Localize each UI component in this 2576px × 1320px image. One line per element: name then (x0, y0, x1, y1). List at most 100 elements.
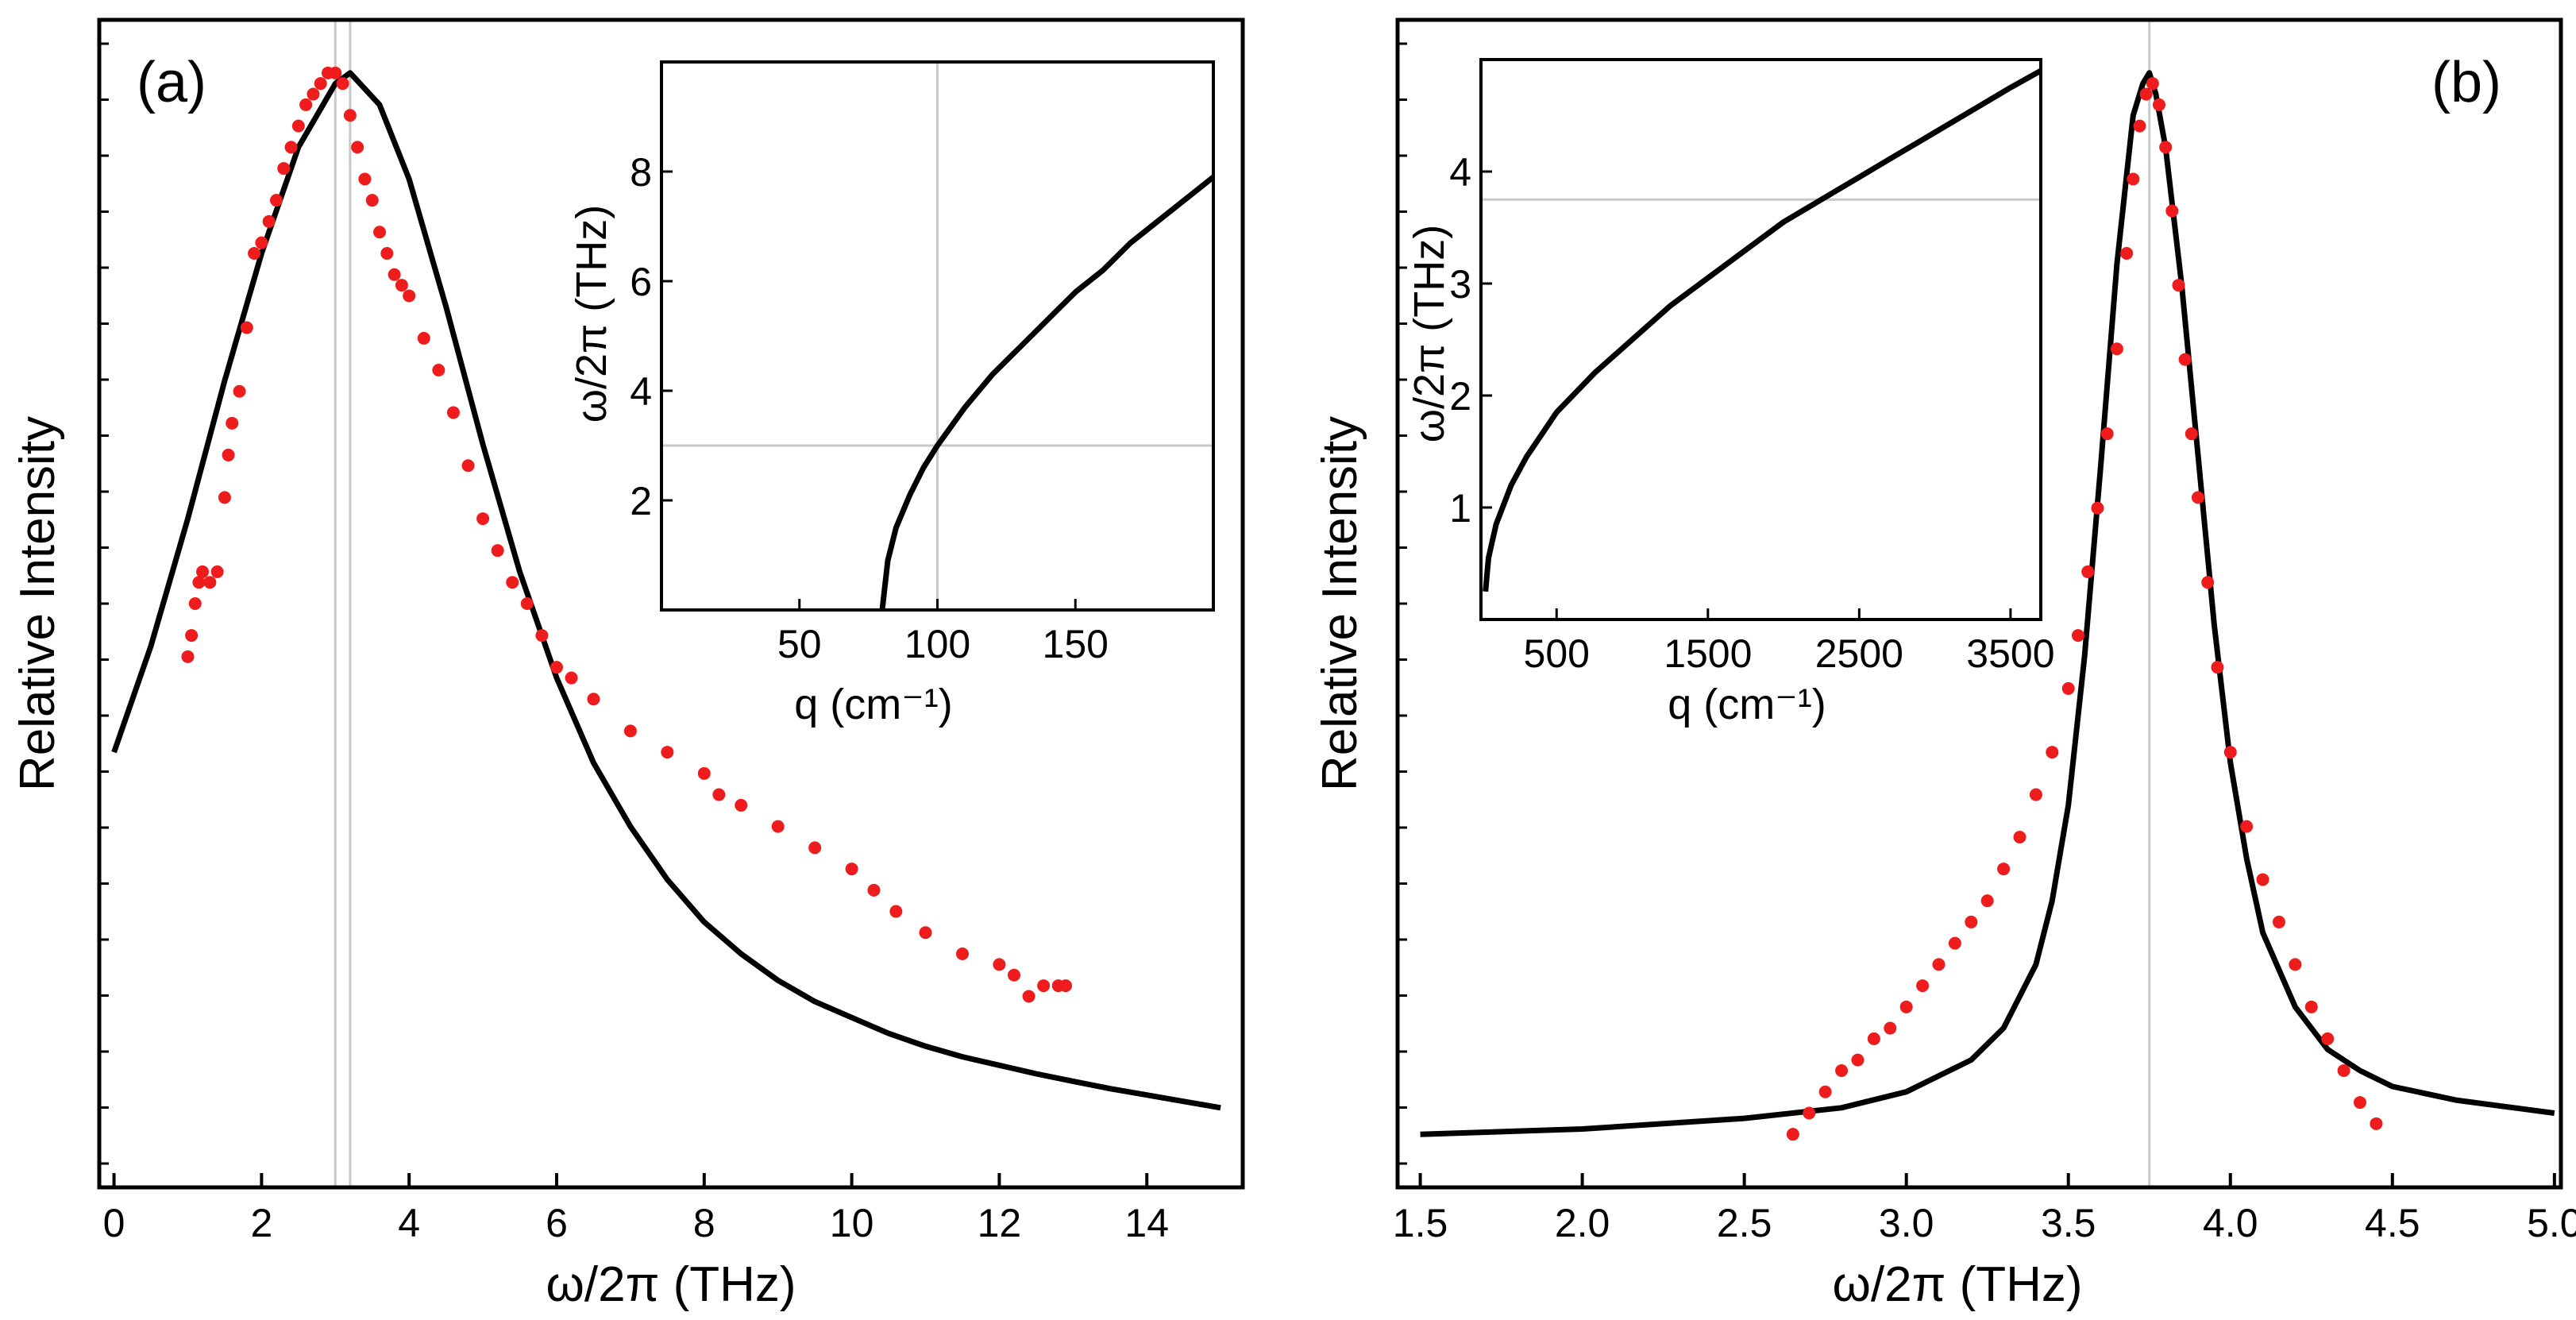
data-point-b (2110, 342, 2123, 356)
data-point-a (1022, 990, 1035, 1003)
data-point-a (262, 214, 276, 228)
data-point-a (808, 841, 822, 855)
inset-y-tick-label-a: 8 (630, 150, 652, 195)
data-point-b (1916, 979, 1930, 993)
x-tick-label-b: 2.0 (1555, 1201, 1610, 1245)
data-point-a (697, 766, 711, 780)
plot-area-b (1420, 20, 2555, 1187)
data-point-b (2081, 565, 2095, 578)
data-point-a (1059, 979, 1073, 993)
data-point-b (1884, 1021, 1897, 1035)
data-point-a (388, 268, 401, 281)
x-tick-label-a: 0 (103, 1201, 125, 1245)
panel-a: 0 2 4 6 8 10 12 14 ω/2π (THz) Relative Intensit… (10, 17, 1245, 1312)
data-point-a (993, 958, 1006, 971)
data-point-b (1867, 1032, 1880, 1045)
data-point-a (188, 597, 202, 610)
data-point-a (476, 512, 490, 526)
inset-y-tick-label-b: 4 (1449, 150, 1471, 195)
data-point-b (2071, 629, 2084, 643)
data-point-b (2165, 204, 2179, 218)
data-point-b (2133, 119, 2146, 133)
data-point-a (240, 321, 253, 334)
inset-x-axis-label-b: q (cm⁻¹) (1668, 681, 1826, 728)
data-point-a (365, 194, 379, 207)
data-point-b (2159, 141, 2173, 154)
x-tick-label-a: 8 (693, 1201, 715, 1245)
data-point-a (380, 247, 394, 260)
inset-x-tick-label-a: 50 (777, 622, 822, 666)
x-tick-label-a: 6 (546, 1201, 568, 1245)
x-tick-label-a: 10 (830, 1201, 874, 1245)
data-point-a (520, 597, 534, 610)
data-point-a (403, 289, 416, 303)
data-point-a (845, 863, 858, 876)
data-point-a (1008, 968, 1020, 982)
data-point-a (248, 247, 261, 260)
data-point-a (269, 194, 283, 207)
inset-y-axis-label-b: ω/2π (THz) (1406, 225, 1453, 442)
data-point-a (955, 948, 969, 960)
data-point-a (919, 926, 932, 940)
data-point-a (314, 77, 327, 91)
data-point-b (2091, 501, 2104, 515)
data-point-a (185, 629, 199, 643)
data-point-a (203, 576, 217, 589)
inset-dispersion-curve-a (879, 175, 1216, 611)
x-ticks-a: 0 2 4 6 8 10 12 14 (99, 42, 1169, 1245)
inset-y-ticks-a: 2 4 6 8 (630, 150, 673, 523)
data-point-b (1948, 936, 1961, 950)
data-point-a (343, 109, 357, 122)
inset-y-tick-label-b: 3 (1449, 262, 1471, 307)
inset-y-tick-label-b: 2 (1449, 374, 1471, 419)
data-point-a (218, 491, 231, 504)
data-point-b (2172, 279, 2185, 292)
data-point-a (623, 724, 637, 738)
data-point-a (196, 565, 210, 578)
inset-x-ticks-b: 500 1500 2500 3500 (1524, 608, 2055, 676)
data-point-a (461, 459, 475, 473)
data-point-b (2127, 172, 2140, 186)
data-point-a (222, 448, 235, 461)
inset-frame-b (1479, 58, 2042, 621)
data-point-a (446, 406, 460, 419)
y-axis-label-b: Relative Intensity (1313, 416, 1367, 791)
x-tick-label-a: 4 (398, 1201, 420, 1245)
inset-dispersion-curve-b (1483, 68, 2042, 592)
data-point-b (2272, 915, 2285, 928)
data-point-a (506, 576, 519, 589)
inset-x-ticks-a: 50 100 150 (777, 599, 1109, 666)
x-tick-label-a: 2 (250, 1201, 272, 1245)
inset-a: 50 100 150 2 4 6 8 q (cm⁻¹) ω/2π (THz) (568, 60, 1216, 728)
data-point-b (2304, 1000, 2318, 1013)
data-point-a (192, 576, 206, 589)
data-point-b (2061, 681, 2075, 695)
inset-x-tick-label-a: 100 (904, 622, 970, 666)
data-point-a (329, 66, 342, 79)
inset-y-tick-label-b: 1 (1449, 486, 1471, 531)
x-axis-label-a: ω/2π (THz) (546, 1257, 796, 1312)
data-point-a (255, 236, 268, 249)
data-point-a (432, 364, 445, 376)
plot-area-a (111, 20, 1221, 1187)
data-point-a (535, 629, 549, 643)
data-point-a (284, 141, 298, 154)
data-point-b (2178, 353, 2192, 366)
data-point-b (1803, 1106, 1816, 1120)
x-tick-label-a: 14 (1124, 1201, 1169, 1245)
data-point-a (417, 331, 430, 345)
theory-curve-b (1420, 70, 2555, 1137)
data-point-b (2146, 77, 2159, 91)
data-point-a (373, 226, 387, 239)
data-point-b (2152, 98, 2165, 111)
x-tick-label-b: 1.5 (1393, 1201, 1448, 1245)
data-point-b (2013, 831, 2026, 843)
x-ticks-b: 1.5 2.0 2.5 3.0 3.5 4.0 4.5 5.0 (1393, 42, 2576, 1245)
data-point-a (735, 798, 748, 812)
inset-x-tick-label-b: 1500 (1664, 631, 1752, 676)
data-point-b (2120, 247, 2134, 260)
x-tick-label-b: 3.5 (2041, 1201, 2096, 1245)
panel-label-b: (b) (2431, 51, 2501, 114)
data-point-b (2100, 427, 2114, 441)
